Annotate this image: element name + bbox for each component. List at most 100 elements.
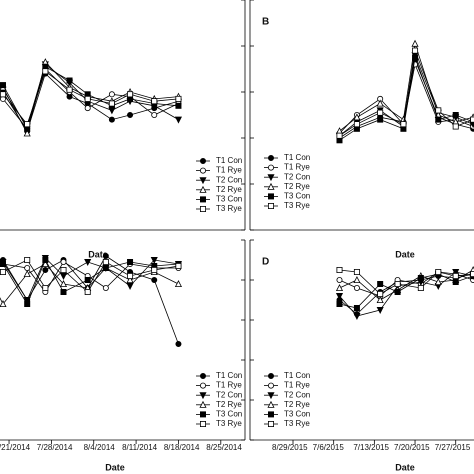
- data-point: [353, 276, 361, 284]
- data-point: [336, 132, 343, 139]
- data-point: [376, 296, 384, 304]
- data-point: [0, 91, 6, 98]
- data-point: [175, 95, 182, 102]
- x-axis-label: Date: [395, 462, 415, 472]
- series-line: [0, 61, 179, 135]
- legend-marker: [199, 205, 206, 212]
- data-point: [42, 266, 49, 273]
- data-point: [151, 98, 158, 105]
- data-point: [0, 260, 6, 267]
- data-point: [417, 274, 424, 281]
- data-point: [452, 268, 460, 276]
- data-point: [42, 68, 49, 75]
- legend-label: T3 Rye: [284, 201, 310, 210]
- x-axis-label: Date: [105, 462, 125, 472]
- legend-marker: [267, 182, 275, 190]
- data-point: [23, 270, 31, 278]
- legend-label: T1 Rye: [216, 166, 242, 175]
- data-point: [336, 276, 343, 283]
- data-point: [376, 306, 384, 314]
- x-tick-label: 8/29/2015: [272, 443, 308, 452]
- data-point: [335, 292, 344, 300]
- x-tick-label: 7/6/2015: [313, 443, 345, 452]
- data-point: [376, 99, 384, 107]
- x-tick-label: 7/13/2015: [353, 443, 389, 452]
- data-point: [411, 39, 419, 47]
- data-point: [66, 86, 73, 93]
- data-point: [174, 116, 182, 124]
- data-point: [102, 264, 109, 271]
- data-point: [353, 304, 360, 311]
- x-tick-label: 8/4/2014: [84, 443, 116, 452]
- legend-label: T3 Con: [284, 192, 310, 201]
- legend-label: T3 Rye: [216, 419, 242, 428]
- legend-marker: [199, 411, 206, 418]
- legend-marker: [199, 177, 207, 185]
- legend-label: T1 Rye: [284, 163, 310, 172]
- data-point: [24, 264, 31, 271]
- data-point: [417, 284, 424, 291]
- legend-marker: [267, 411, 274, 418]
- data-point: [452, 272, 459, 279]
- legend-marker: [199, 392, 207, 400]
- data-point: [353, 284, 360, 291]
- legend-marker: [199, 196, 206, 203]
- data-point: [60, 258, 67, 265]
- legend-label: T2 Con: [216, 175, 242, 184]
- legend-label: T3 Con: [284, 410, 310, 419]
- data-point: [84, 95, 91, 102]
- legend-marker: [199, 420, 206, 427]
- panel-label: B: [262, 17, 269, 28]
- legend-label: T2 Rye: [216, 185, 242, 194]
- data-point: [108, 91, 115, 98]
- legend-marker: [267, 154, 274, 161]
- data-point: [126, 276, 134, 284]
- data-point: [452, 278, 459, 285]
- data-point: [335, 284, 344, 292]
- data-point: [353, 268, 360, 275]
- legend-label: T2 Con: [284, 390, 310, 399]
- legend-label: T1 Con: [284, 153, 310, 162]
- data-point: [60, 266, 67, 273]
- data-point: [151, 112, 158, 119]
- legend-label: T1 Con: [216, 371, 242, 380]
- data-point: [452, 112, 459, 119]
- legend-marker: [199, 157, 206, 164]
- data-point: [353, 312, 361, 320]
- data-point: [127, 112, 134, 119]
- panel-label: D: [262, 257, 269, 268]
- data-point: [151, 276, 158, 283]
- data-point: [42, 256, 49, 263]
- legend-marker: [267, 372, 274, 379]
- legend-label: T3 Con: [216, 195, 242, 204]
- legend-label: T1 Rye: [216, 381, 242, 390]
- data-point: [452, 123, 459, 130]
- data-point: [336, 300, 343, 307]
- data-point: [377, 280, 384, 287]
- data-point: [412, 47, 419, 54]
- x-axis-label: Date: [88, 249, 108, 259]
- x-tick-label: 7/28/2014: [37, 443, 73, 452]
- x-tick-label: 8/18/2014: [164, 443, 200, 452]
- legend-label: T3 Con: [216, 410, 242, 419]
- data-point: [59, 272, 68, 280]
- data-point: [102, 284, 109, 291]
- data-point: [0, 82, 6, 89]
- data-point: [127, 91, 134, 98]
- data-point: [60, 288, 67, 295]
- legend-marker: [267, 202, 274, 209]
- data-point: [353, 113, 361, 121]
- x-tick-label: 7/20/2015: [394, 443, 430, 452]
- legend-label: T2 Con: [284, 172, 310, 181]
- data-point: [23, 129, 31, 137]
- data-point: [127, 272, 134, 279]
- data-point: [42, 284, 49, 291]
- legend-marker: [199, 372, 206, 379]
- legend-label: T1 Con: [284, 371, 310, 380]
- legend-marker: [267, 382, 274, 389]
- legend-marker: [267, 392, 275, 400]
- series-line: [339, 43, 474, 132]
- data-point: [151, 266, 158, 273]
